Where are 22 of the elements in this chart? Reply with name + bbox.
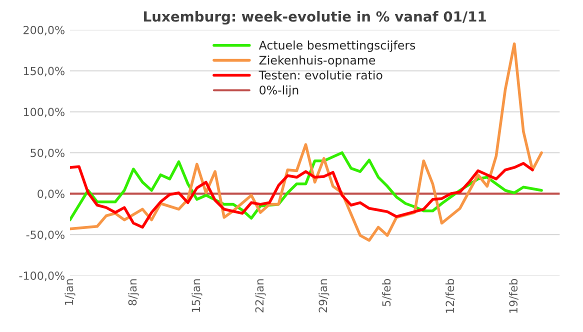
y-tick-label: 100,0% — [24, 108, 64, 118]
x-tick-label: 29/jan — [318, 279, 330, 312]
legend-label: Ziekenhuis-opname — [259, 55, 376, 67]
y-tick-label: -100,0% — [19, 272, 64, 282]
line-series — [70, 162, 534, 229]
legend-label: Actuele besmettingscijfers — [258, 40, 416, 52]
legend-label: 0%-lijn — [260, 85, 298, 97]
y-tick-label: 200,0% — [24, 26, 64, 36]
x-tick-label: 5/feb — [382, 278, 392, 306]
x-tick-label: 19/feb — [508, 278, 518, 313]
x-tick-label: 15/jan — [192, 279, 202, 312]
x-tick-label: 1/jan — [64, 279, 76, 305]
x-tick-label: 22/jan — [255, 279, 266, 312]
y-tick-label: 150,0% — [24, 66, 64, 76]
y-tick-label: 0,0% — [38, 190, 64, 200]
legend-label: Testen: evolutie ratio — [258, 70, 382, 80]
line-series — [70, 42, 543, 242]
x-tick-label: 12/feb — [445, 278, 455, 313]
x-tick-label: 8/jan — [128, 279, 139, 306]
y-tick-label: -50,0% — [26, 230, 64, 240]
chart-title: Luxemburg: week-evolutie in % vanaf 01/11 — [144, 10, 486, 25]
y-tick-label: 50,0% — [30, 148, 64, 158]
